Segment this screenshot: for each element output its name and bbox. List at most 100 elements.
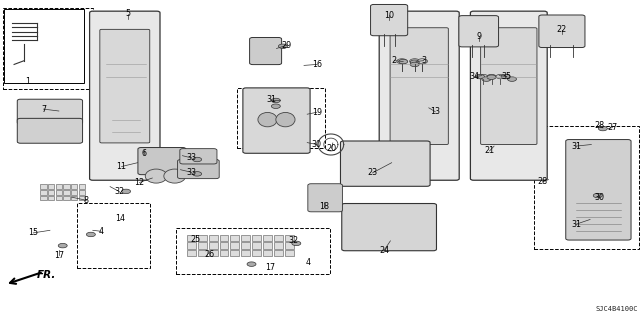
Text: 17: 17: [265, 263, 275, 271]
Text: 24: 24: [379, 246, 389, 255]
Circle shape: [271, 98, 280, 103]
Text: 29: 29: [282, 41, 292, 50]
Bar: [220, 242, 228, 249]
Bar: [79, 184, 85, 189]
Text: 8: 8: [84, 196, 89, 205]
Circle shape: [487, 75, 496, 79]
Circle shape: [271, 104, 280, 108]
Bar: [56, 196, 62, 200]
Circle shape: [410, 62, 419, 67]
Bar: [198, 242, 207, 249]
Text: 19: 19: [312, 108, 322, 117]
Bar: [63, 184, 70, 189]
Bar: [252, 250, 261, 256]
Bar: [252, 242, 261, 249]
Text: 30: 30: [312, 140, 322, 149]
Circle shape: [496, 74, 505, 79]
Text: 31: 31: [571, 220, 581, 229]
Bar: [40, 184, 47, 189]
Bar: [252, 235, 261, 241]
Bar: [230, 235, 239, 241]
FancyBboxPatch shape: [138, 147, 186, 175]
Text: 26: 26: [205, 250, 215, 259]
Text: 28: 28: [595, 121, 605, 130]
FancyBboxPatch shape: [180, 149, 217, 164]
Text: 27: 27: [607, 123, 618, 132]
FancyBboxPatch shape: [308, 184, 342, 212]
Bar: [230, 250, 239, 256]
Text: 7: 7: [41, 105, 46, 114]
Bar: [209, 250, 218, 256]
Text: 25: 25: [190, 235, 200, 244]
Text: 23: 23: [367, 168, 378, 177]
FancyBboxPatch shape: [539, 15, 585, 48]
FancyBboxPatch shape: [380, 11, 460, 180]
Text: 16: 16: [312, 60, 322, 69]
Bar: [285, 250, 294, 256]
FancyBboxPatch shape: [342, 204, 436, 251]
Circle shape: [508, 77, 516, 81]
Bar: [263, 242, 272, 249]
Bar: [241, 250, 250, 256]
Bar: [187, 235, 196, 241]
Circle shape: [410, 59, 420, 64]
Circle shape: [399, 59, 408, 64]
FancyBboxPatch shape: [459, 16, 499, 47]
Bar: [71, 190, 77, 195]
Text: 32: 32: [114, 187, 124, 196]
Text: 32: 32: [288, 236, 298, 245]
Text: 3: 3: [421, 56, 426, 65]
Text: 31: 31: [266, 95, 276, 104]
Circle shape: [598, 126, 607, 131]
Bar: [274, 235, 283, 241]
Bar: [79, 190, 85, 195]
Circle shape: [417, 59, 428, 64]
Text: 4: 4: [306, 258, 311, 267]
Bar: [56, 184, 62, 189]
FancyBboxPatch shape: [371, 4, 408, 36]
FancyBboxPatch shape: [100, 29, 150, 143]
Text: 2: 2: [392, 56, 397, 65]
Text: 18: 18: [319, 202, 330, 211]
FancyBboxPatch shape: [243, 88, 310, 153]
Text: 31: 31: [571, 142, 581, 151]
Bar: [220, 250, 228, 256]
Bar: [274, 242, 283, 249]
Bar: [241, 242, 250, 249]
Bar: [79, 196, 85, 200]
Bar: [48, 184, 54, 189]
Circle shape: [397, 59, 407, 64]
Circle shape: [476, 74, 484, 79]
Circle shape: [410, 60, 419, 64]
Text: 34: 34: [470, 72, 480, 81]
FancyBboxPatch shape: [17, 99, 83, 124]
Bar: [71, 184, 77, 189]
Ellipse shape: [258, 113, 277, 127]
FancyBboxPatch shape: [481, 28, 537, 145]
Bar: [63, 196, 70, 200]
Text: 14: 14: [115, 214, 125, 223]
Bar: [198, 250, 207, 256]
Circle shape: [593, 193, 602, 198]
Text: 9: 9: [476, 32, 481, 41]
Bar: [274, 250, 283, 256]
Ellipse shape: [164, 169, 186, 183]
FancyBboxPatch shape: [390, 28, 448, 145]
Text: 35: 35: [502, 72, 512, 81]
Ellipse shape: [276, 113, 295, 127]
Bar: [285, 242, 294, 249]
Bar: [40, 196, 47, 200]
FancyBboxPatch shape: [17, 118, 83, 143]
Circle shape: [193, 157, 202, 162]
Ellipse shape: [145, 169, 167, 183]
Text: 30: 30: [595, 193, 605, 202]
Text: 17: 17: [54, 251, 64, 260]
Circle shape: [501, 74, 510, 79]
Text: FR.: FR.: [36, 270, 56, 279]
Bar: [209, 242, 218, 249]
Text: 33: 33: [186, 153, 196, 162]
Bar: [209, 235, 218, 241]
Bar: [40, 190, 47, 195]
Bar: [187, 242, 196, 249]
Text: 20: 20: [326, 144, 337, 153]
